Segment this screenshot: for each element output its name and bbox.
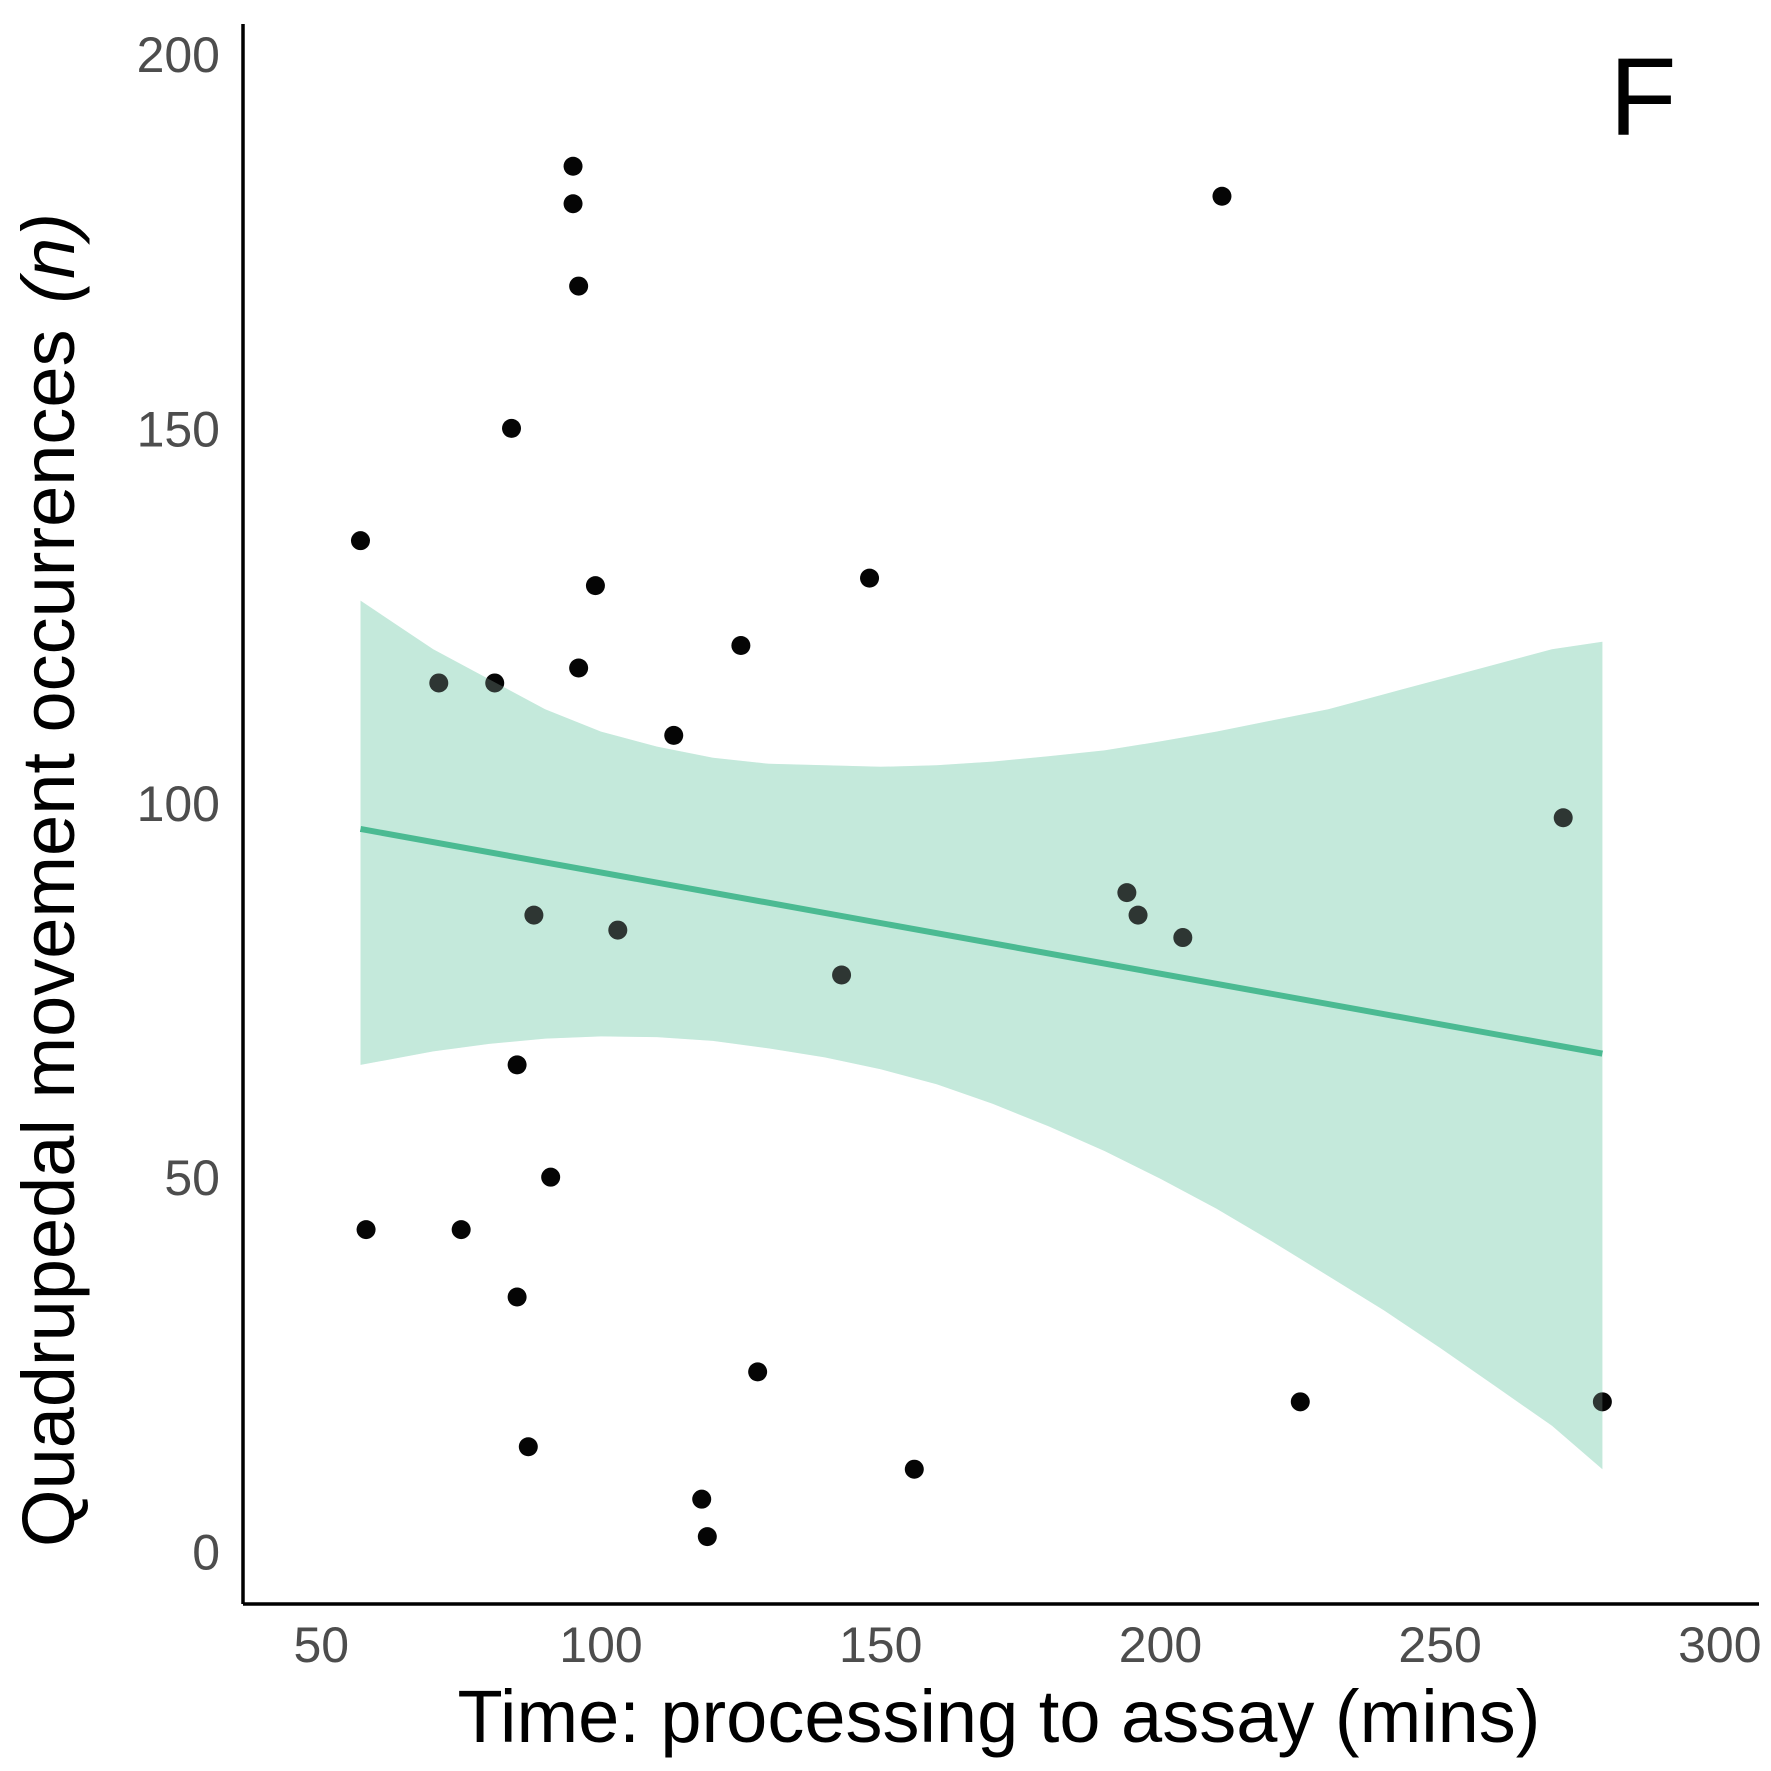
data-point (664, 725, 684, 745)
confidence-band-layer (360, 600, 1603, 1470)
data-point (451, 1220, 471, 1240)
x-tick-label: 300 (1678, 1617, 1761, 1673)
data-point (569, 658, 589, 678)
data-point (731, 636, 751, 656)
data-points-layer (350, 156, 1612, 1547)
data-point (350, 531, 370, 551)
data-point (502, 418, 522, 438)
data-point (541, 1167, 561, 1187)
data-point (1553, 808, 1573, 828)
x-tick-labels: 50 100 150 200 250 300 (294, 1617, 1762, 1673)
fit-line-layer (359, 826, 1603, 1057)
x-tick-label: 100 (559, 1617, 642, 1673)
x-tick-label: 150 (839, 1617, 922, 1673)
x-tick-label: 200 (1119, 1617, 1202, 1673)
y-axis-title: Quadrupedal movement occurrences (n) (7, 213, 90, 1547)
axes-layer (241, 24, 1759, 1606)
data-point (563, 156, 583, 176)
data-point (429, 673, 449, 693)
data-point (1128, 905, 1148, 925)
y-tick-label: 100 (137, 776, 220, 832)
data-point (485, 673, 505, 693)
data-point (860, 568, 880, 588)
confidence-band (360, 600, 1603, 1470)
data-point (563, 194, 583, 214)
data-point (356, 1220, 376, 1240)
data-point (507, 1287, 527, 1307)
data-point (524, 905, 544, 925)
data-point (904, 1459, 924, 1479)
confidence-band-overlay (360, 600, 1603, 1470)
y-tick-label: 150 (137, 401, 220, 457)
regression-line (359, 826, 1603, 1057)
data-point (692, 1489, 712, 1509)
data-point (832, 965, 852, 985)
data-point (585, 576, 605, 596)
data-point (1117, 883, 1137, 903)
data-point (608, 920, 628, 940)
y-tick-label: 0 (192, 1525, 220, 1581)
data-point (1212, 186, 1232, 206)
y-tick-label: 50 (164, 1150, 220, 1206)
data-point (1592, 1392, 1612, 1412)
x-axis-title: Time: processing to assay (mins) (458, 1675, 1541, 1758)
data-point (569, 276, 589, 296)
y-tick-label: 200 (137, 27, 220, 83)
data-point (518, 1437, 538, 1457)
y-axis-title-main: Quadrupedal movement occurrences (7, 329, 90, 1547)
panel-label: F (1609, 36, 1676, 159)
data-point (1290, 1392, 1310, 1412)
y-axis-title-unit: (n) (7, 213, 90, 303)
data-point (748, 1362, 768, 1382)
x-tick-label: 250 (1398, 1617, 1481, 1673)
data-point (1173, 928, 1193, 948)
x-tick-label: 50 (294, 1617, 350, 1673)
data-point (507, 1055, 527, 1075)
data-point (697, 1527, 717, 1547)
y-tick-labels: 0 50 100 150 200 (137, 27, 220, 1581)
